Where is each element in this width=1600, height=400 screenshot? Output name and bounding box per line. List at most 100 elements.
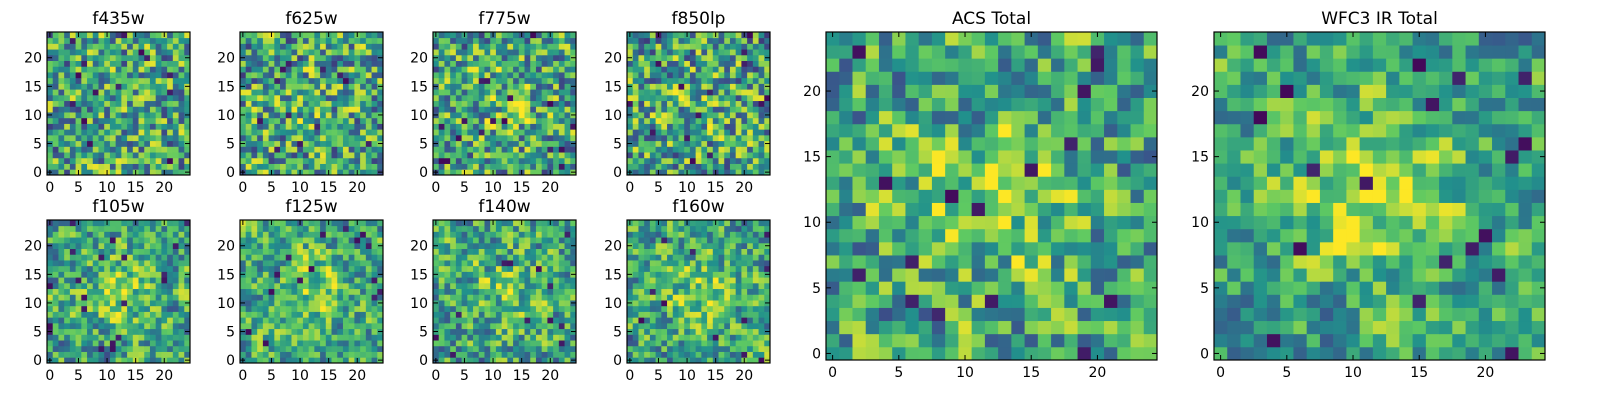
heatmap-cell (132, 43, 139, 50)
heatmap-cell (155, 322, 162, 330)
heatmap-cell (92, 54, 99, 61)
heatmap-cell (450, 237, 457, 244)
heatmap-cell (268, 265, 275, 272)
heatmap-cell (695, 152, 702, 159)
heatmap-cell (64, 157, 71, 164)
heatmap-cell (178, 340, 185, 347)
heatmap-cell (467, 49, 474, 56)
heatmap-cell (535, 152, 543, 159)
heatmap-cell (342, 317, 350, 324)
heatmap-cell (729, 60, 737, 67)
heatmap-cell (541, 237, 548, 244)
heatmap-cell (644, 311, 651, 318)
heatmap-cell (127, 300, 134, 307)
heatmap-cell (461, 77, 468, 84)
heatmap-cell (337, 123, 344, 130)
heatmap-cell (667, 277, 674, 284)
heatmap-cell (570, 294, 577, 301)
heatmap-cell (478, 345, 485, 352)
heatmap-cell (570, 37, 577, 44)
heatmap-cell (184, 305, 191, 312)
heatmap-cell (58, 282, 65, 290)
heatmap-cell (371, 357, 378, 364)
heatmap-cell (64, 169, 71, 176)
heatmap-cell (467, 294, 474, 301)
heatmap-cell (524, 83, 531, 90)
heatmap-cell (484, 60, 491, 67)
heatmap-cell (490, 305, 497, 312)
heatmap-cell (337, 89, 344, 96)
heatmap-cell (377, 89, 384, 96)
heatmap-cell (495, 340, 503, 347)
heatmap-cell (121, 317, 128, 324)
heatmap-cell (75, 43, 82, 50)
heatmap-cell (104, 300, 111, 307)
heatmap-cell (104, 94, 111, 102)
x-tick-label: 20 (155, 368, 173, 384)
heatmap-cell (47, 277, 54, 284)
heatmap-cell (81, 112, 88, 119)
heatmap-cell (161, 157, 168, 164)
heatmap-cell (280, 106, 287, 113)
heatmap-cell (240, 260, 247, 267)
heatmap-cell (558, 100, 565, 107)
heatmap-cell (104, 294, 111, 301)
heatmap-cell (689, 72, 697, 79)
heatmap-cell (81, 248, 88, 255)
heatmap-cell (268, 225, 275, 232)
heatmap-cell (274, 169, 281, 176)
heatmap-cell (501, 340, 508, 347)
heatmap-cell (541, 37, 548, 44)
heatmap-cell (81, 66, 88, 73)
heatmap-cell (155, 129, 162, 136)
heatmap-cell (701, 72, 708, 79)
heatmap-cell (495, 89, 503, 96)
heatmap-cell (251, 225, 258, 232)
heatmap-cell (752, 129, 759, 136)
heatmap-cell (308, 89, 315, 96)
heatmap-cell (342, 340, 350, 347)
heatmap-cell (747, 305, 754, 312)
heatmap-cell (764, 77, 771, 84)
heatmap-cell (251, 328, 258, 335)
heatmap-cell (507, 294, 514, 301)
heatmap-cell (455, 282, 462, 290)
heatmap-cell (444, 37, 451, 44)
heatmap-cell (758, 134, 765, 142)
heatmap-cell (747, 94, 754, 102)
heatmap-cell (138, 340, 145, 347)
heatmap-cell (121, 357, 128, 364)
heatmap-cell (729, 94, 737, 102)
heatmap-cell (371, 100, 378, 107)
heatmap-cell (564, 357, 571, 364)
heatmap-cell (558, 237, 565, 244)
heatmap-cell (644, 345, 651, 352)
heatmap-cell (138, 32, 145, 39)
heatmap-cell (109, 32, 117, 39)
heatmap-cell (570, 254, 577, 261)
heatmap-cell (291, 225, 298, 232)
heatmap-cell (718, 72, 725, 79)
heatmap-cell (337, 357, 344, 364)
heatmap-cell (47, 334, 54, 341)
heatmap-cell (172, 123, 179, 130)
heatmap-cell (701, 322, 708, 330)
heatmap-cell (371, 294, 378, 301)
heatmap-cell (92, 282, 99, 290)
heatmap-cell (342, 94, 350, 102)
heatmap-cell (240, 322, 247, 330)
heatmap-cell (553, 60, 560, 67)
heatmap-cell (638, 77, 645, 84)
heatmap-cell (564, 328, 571, 335)
heatmap-cell (718, 282, 725, 290)
heatmap-cell (695, 277, 702, 284)
heatmap-cell (360, 277, 367, 284)
heatmap-cell (484, 163, 491, 170)
heatmap-cell (473, 146, 480, 153)
heatmap-cell (558, 106, 565, 113)
heatmap-cell (262, 146, 269, 153)
heatmap-cell (121, 340, 128, 347)
heatmap-cell (109, 237, 117, 244)
heatmap-cell (75, 134, 82, 142)
